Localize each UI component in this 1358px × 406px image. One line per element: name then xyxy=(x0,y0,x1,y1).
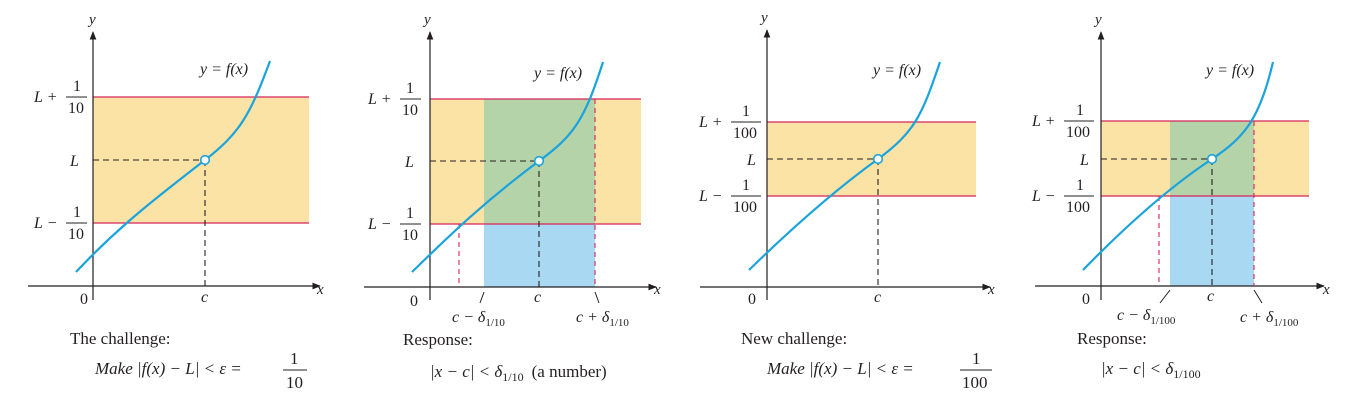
hole-point xyxy=(872,153,884,165)
L-label: L xyxy=(1079,152,1089,169)
x-axis-label: x xyxy=(316,282,324,298)
upper-prefix: L + xyxy=(367,91,391,108)
hole-point xyxy=(199,154,211,166)
right-pointer xyxy=(594,291,600,304)
caption-statement: |x − c| < δ1/100 xyxy=(1101,359,1201,381)
upper-prefix: L + xyxy=(1031,113,1055,130)
caption-title: Response: xyxy=(403,330,473,349)
upper-num: 1 xyxy=(1076,102,1084,119)
L-label: L xyxy=(404,154,414,171)
hole-point xyxy=(1206,153,1218,165)
c-label: c xyxy=(534,289,541,306)
upper-den: 100 xyxy=(1066,124,1090,141)
upper-den: 10 xyxy=(68,100,84,117)
curve-label: y = f(x) xyxy=(871,62,921,79)
c-plus-delta-label: c + δ1/10 xyxy=(576,309,629,329)
y-axis-label: y xyxy=(759,10,768,26)
c-plus-delta-label: c + δ1/100 xyxy=(1240,309,1299,329)
origin-label: 0 xyxy=(80,291,88,308)
caption-title: Response: xyxy=(1077,329,1147,348)
origin-label: 0 xyxy=(748,291,756,308)
lower-den: 100 xyxy=(1066,199,1090,216)
curve-label: y = f(x) xyxy=(1204,62,1254,79)
x-axis-label: x xyxy=(653,282,661,298)
c-label: c xyxy=(1207,288,1214,305)
origin-label: 0 xyxy=(410,293,418,310)
caption-statement: Make |f(x) − L| < ε = xyxy=(94,359,242,378)
hole-point xyxy=(533,155,545,167)
curve-label: y = f(x) xyxy=(532,65,582,82)
caption-den: 10 xyxy=(286,373,303,392)
panel-response-1-100: y x 0 c y = f(x) L L + 1 100 L − 1 100 c… xyxy=(1031,12,1330,381)
lower-num: 1 xyxy=(406,205,414,222)
upper-num: 1 xyxy=(742,103,750,120)
L-label: L xyxy=(746,152,756,169)
upper-den: 100 xyxy=(733,125,757,142)
c-label: c xyxy=(874,289,881,306)
caption-statement: |x − c| < δ1/10 (a number) xyxy=(430,362,607,384)
caption-num: 1 xyxy=(290,349,299,368)
lower-prefix: L − xyxy=(698,188,722,205)
lower-num: 1 xyxy=(1076,177,1084,194)
y-axis-label: y xyxy=(1093,12,1102,28)
origin-label: 0 xyxy=(1082,291,1090,308)
c-minus-delta-label: c − δ1/10 xyxy=(452,309,505,329)
upper-num: 1 xyxy=(73,78,81,95)
lower-prefix: L − xyxy=(1031,188,1055,205)
lower-den: 10 xyxy=(402,227,418,244)
lower-den: 10 xyxy=(68,226,84,243)
upper-prefix: L + xyxy=(33,89,57,106)
y-axis-label: y xyxy=(87,12,96,28)
caption-num: 1 xyxy=(972,349,981,368)
upper-den: 10 xyxy=(402,102,418,119)
L-label: L xyxy=(69,153,79,170)
lower-prefix: L − xyxy=(33,215,57,232)
panel-challenge-1-100: y x 0 c y = f(x) L L + 1 100 L − 1 100 N… xyxy=(698,10,995,392)
panel-challenge-1-10: y x 0 c y = f(x) L L + 1 10 L − 1 10 The… xyxy=(28,12,324,392)
x-axis-label: x xyxy=(987,282,995,298)
caption-title: The challenge: xyxy=(70,329,171,348)
c-minus-delta-label: c − δ1/100 xyxy=(1117,307,1176,327)
lower-num: 1 xyxy=(73,204,81,221)
left-pointer xyxy=(1159,289,1171,304)
x-axis-label: x xyxy=(1322,282,1330,298)
lower-prefix: L − xyxy=(367,216,391,233)
lower-den: 100 xyxy=(733,199,757,216)
curve-label: y = f(x) xyxy=(198,61,248,78)
left-pointer xyxy=(479,291,485,304)
c-label: c xyxy=(201,289,208,306)
y-axis-label: y xyxy=(422,12,431,28)
right-pointer xyxy=(1253,289,1263,304)
caption-title: New challenge: xyxy=(741,329,847,348)
panel-response-1-10: y x 0 c y = f(x) L L + 1 10 L − 1 10 c −… xyxy=(364,12,661,384)
caption-den: 100 xyxy=(962,373,988,392)
caption-statement: Make |f(x) − L| < ε = xyxy=(766,359,914,378)
lower-num: 1 xyxy=(742,177,750,194)
curve-f xyxy=(748,61,942,271)
upper-num: 1 xyxy=(406,80,414,97)
upper-prefix: L + xyxy=(698,114,722,131)
